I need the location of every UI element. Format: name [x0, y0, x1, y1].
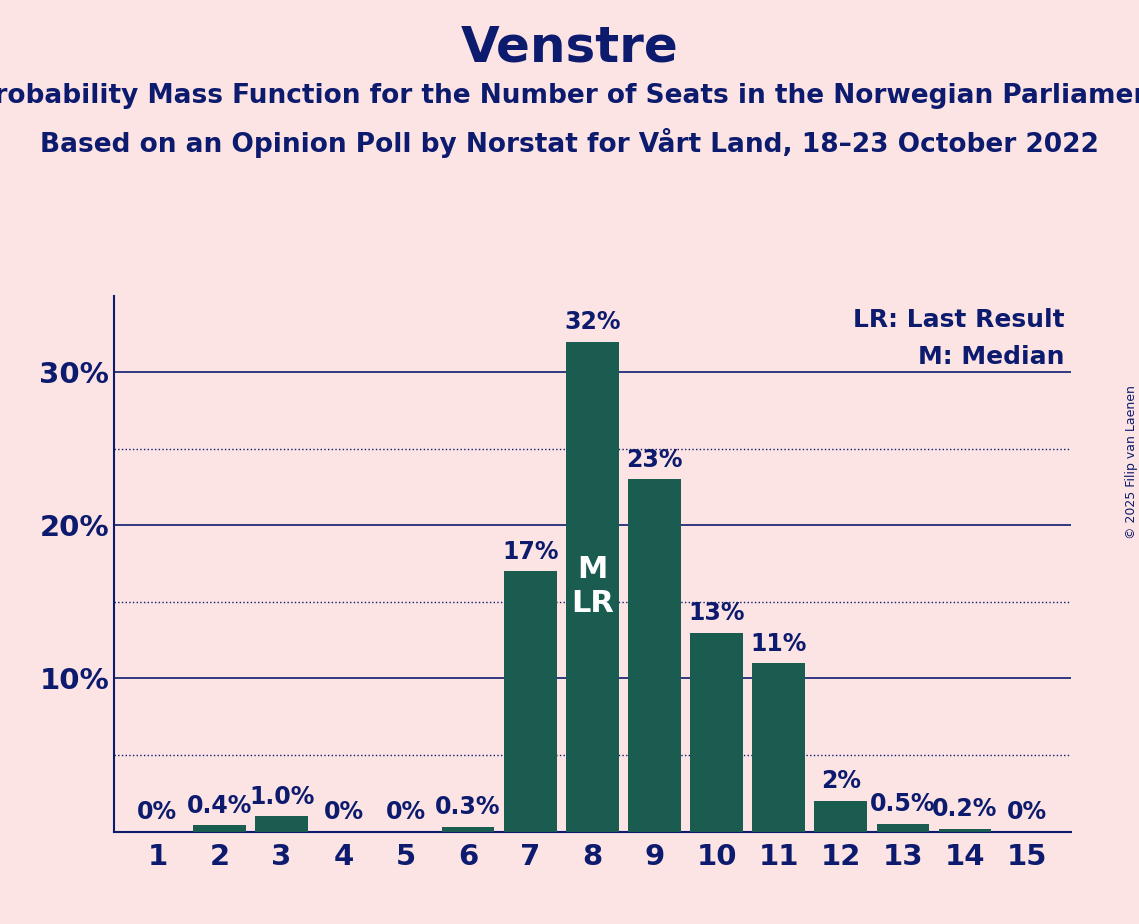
Text: © 2025 Filip van Laenen: © 2025 Filip van Laenen — [1124, 385, 1138, 539]
Text: 0.3%: 0.3% — [435, 796, 501, 820]
Text: 23%: 23% — [626, 448, 682, 472]
Text: 0.4%: 0.4% — [187, 794, 252, 818]
Bar — [877, 824, 929, 832]
Text: 1.0%: 1.0% — [249, 784, 314, 808]
Text: 0%: 0% — [323, 800, 363, 824]
Text: 17%: 17% — [502, 540, 558, 564]
Text: M: Median: M: Median — [918, 345, 1065, 369]
Text: 13%: 13% — [688, 601, 745, 625]
Bar — [566, 342, 618, 832]
Bar — [690, 633, 743, 832]
Text: LR: Last Result: LR: Last Result — [853, 308, 1065, 332]
Text: Based on an Opinion Poll by Norstat for Vårt Land, 18–23 October 2022: Based on an Opinion Poll by Norstat for … — [40, 128, 1099, 157]
Text: Probability Mass Function for the Number of Seats in the Norwegian Parliament: Probability Mass Function for the Number… — [0, 83, 1139, 109]
Bar — [814, 801, 867, 832]
Text: 32%: 32% — [564, 310, 621, 334]
Bar — [194, 825, 246, 832]
Bar — [752, 663, 805, 832]
Bar — [503, 571, 557, 832]
Bar — [939, 829, 991, 832]
Text: 0%: 0% — [386, 800, 426, 824]
Text: 11%: 11% — [751, 631, 806, 655]
Text: Venstre: Venstre — [460, 23, 679, 71]
Bar — [255, 816, 308, 832]
Text: M
LR: M LR — [571, 555, 614, 618]
Text: 0.2%: 0.2% — [933, 796, 998, 821]
Text: 0%: 0% — [1007, 800, 1047, 824]
Text: 0.5%: 0.5% — [870, 792, 935, 816]
Bar — [442, 827, 494, 832]
Text: 0%: 0% — [138, 800, 178, 824]
Bar — [628, 480, 681, 832]
Text: 2%: 2% — [821, 770, 861, 794]
